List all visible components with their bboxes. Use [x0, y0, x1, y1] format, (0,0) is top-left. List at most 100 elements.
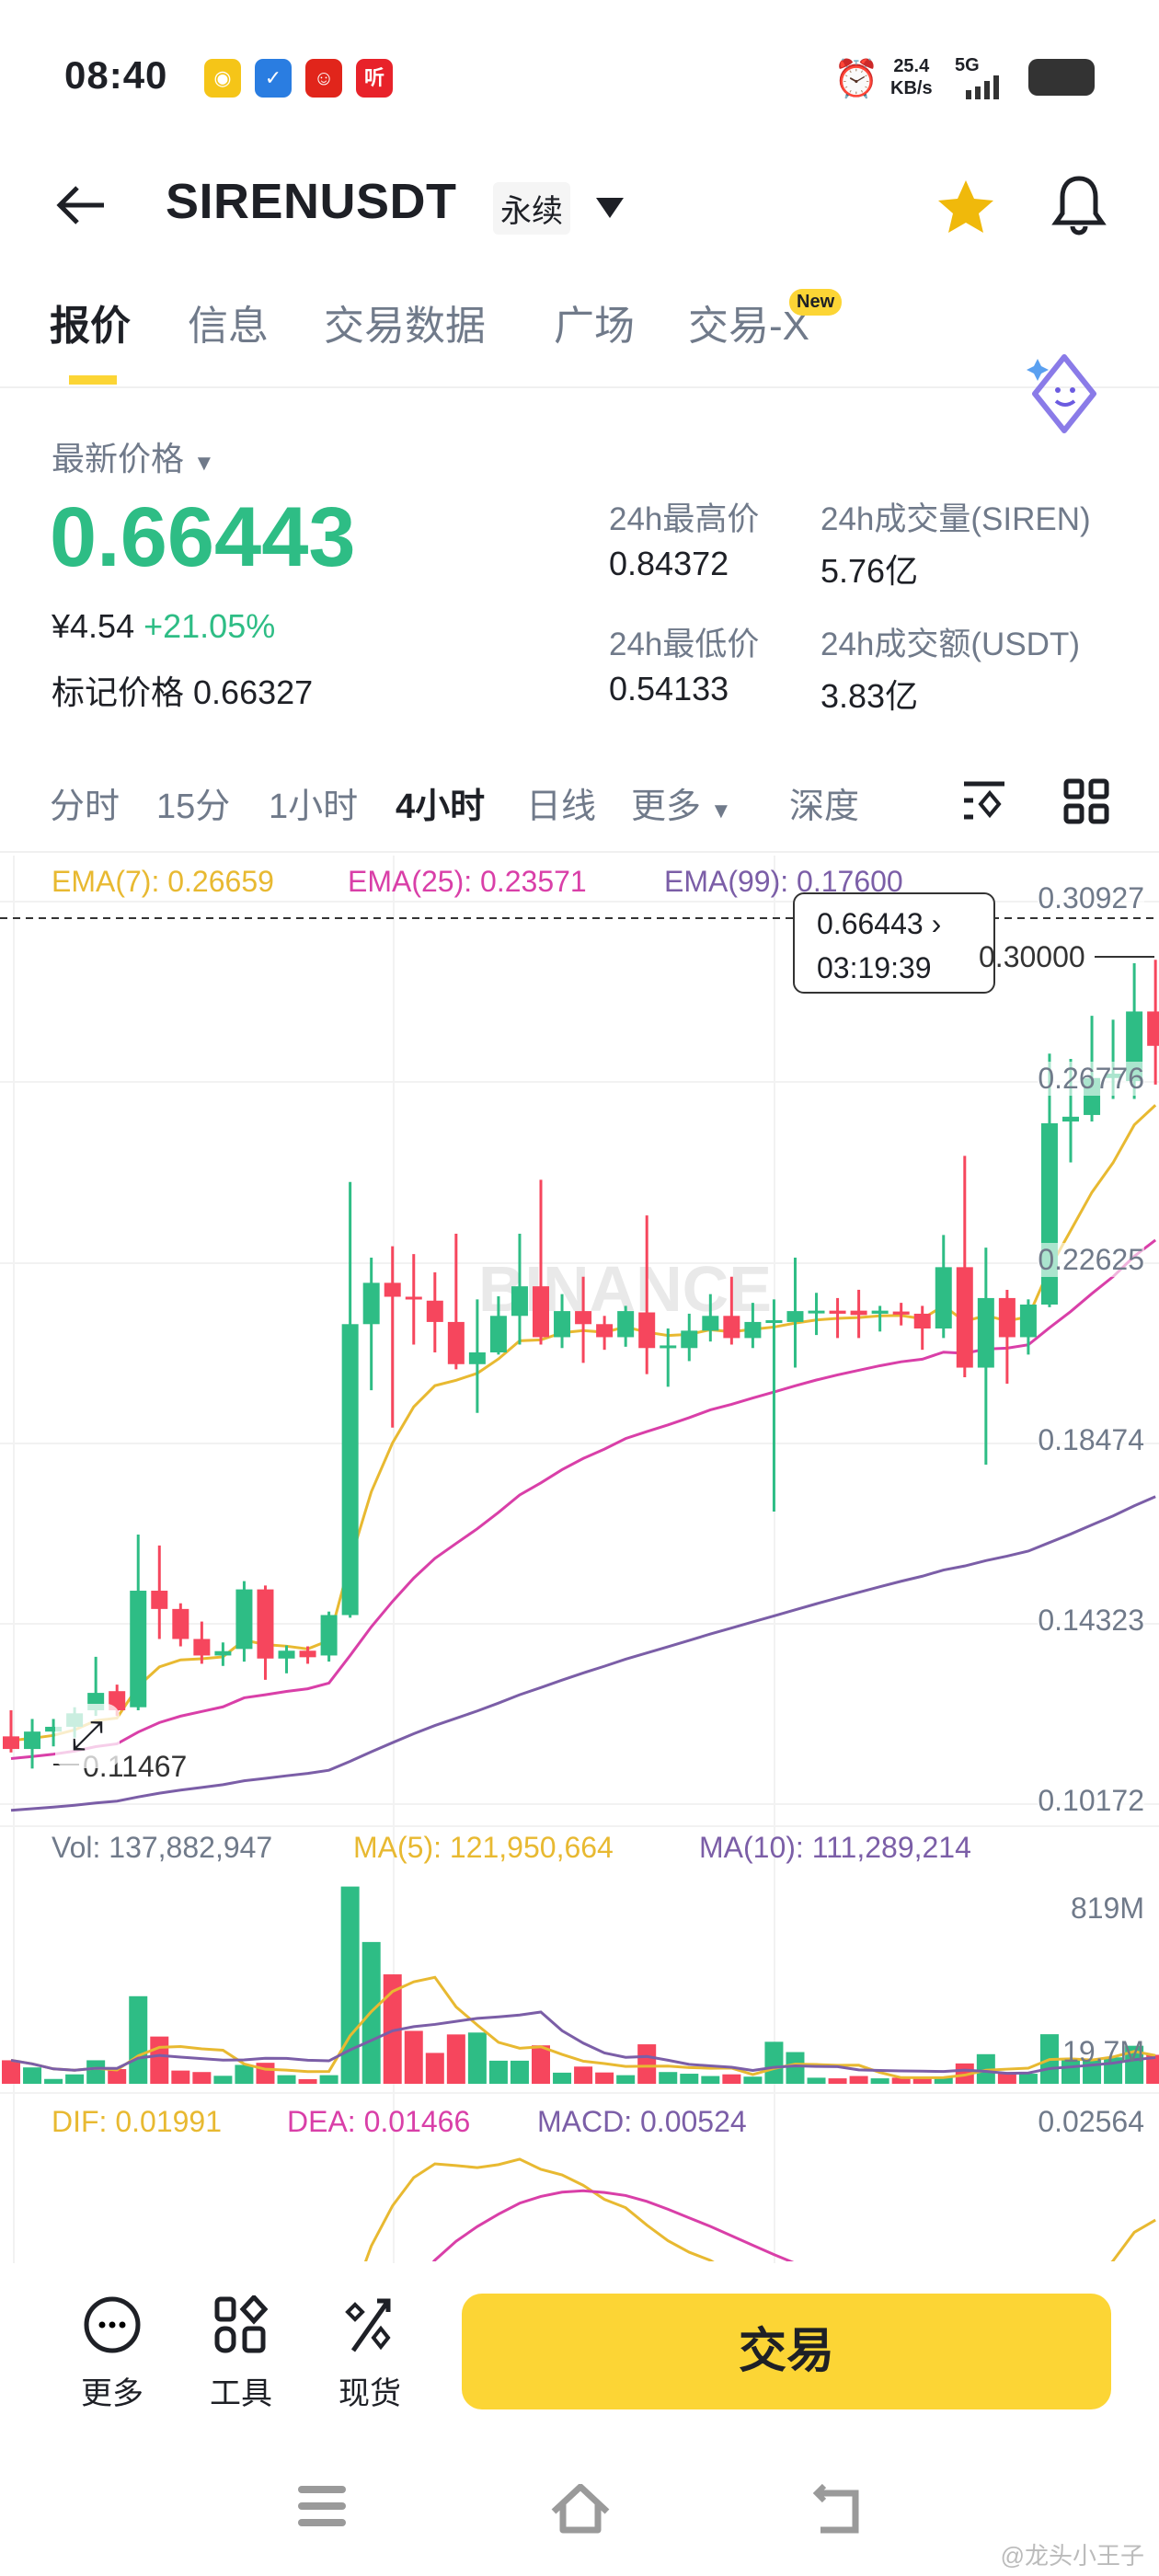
tab-0[interactable]: 报价 — [50, 304, 131, 349]
ema-legend-item: EMA(25): 0.23571 — [348, 865, 587, 898]
candle-body — [660, 1345, 677, 1349]
stat-label: 24h成交额(USDT) — [820, 627, 1080, 662]
price-axis-label: 0.10172 — [1038, 1784, 1144, 1818]
network-speed: 25.4 KB/s — [890, 55, 933, 99]
ai-assistant-icon[interactable] — [1023, 350, 1106, 437]
tooltip-price-value: 0.66443 — [817, 907, 924, 940]
volume-bar — [2, 2060, 20, 2084]
candle-body — [235, 1589, 253, 1650]
interval-label: 1小时 — [269, 788, 359, 826]
star-icon[interactable] — [936, 178, 995, 236]
watermark: @龙头小王子 — [1000, 2542, 1144, 2570]
volume-bar — [891, 2077, 911, 2084]
bottom-item-tools[interactable]: 工具 — [204, 2294, 278, 2413]
volume-bar — [171, 2070, 190, 2084]
menu-icon[interactable] — [296, 2484, 348, 2528]
candle-body — [426, 1300, 443, 1322]
price-axis-label: 0.30927 — [1038, 881, 1144, 915]
candle-body — [3, 1736, 19, 1750]
stat-label: 24h最低价 — [609, 627, 760, 662]
home-icon[interactable] — [548, 2484, 613, 2534]
volume-bar — [637, 2044, 657, 2084]
last-price-label[interactable]: 最新价格 ▼ — [52, 432, 215, 480]
candle-body — [130, 1591, 147, 1708]
candle-body — [554, 1311, 571, 1338]
stat-label: 24h最高价 — [609, 501, 760, 537]
alarm-icon: ⏰ — [833, 59, 879, 99]
volume-bar — [659, 2072, 678, 2084]
volume-legend-item: MA(5): 121,950,664 — [353, 1831, 614, 1864]
candle-body — [1040, 1122, 1058, 1305]
volume-axis-label: 819M — [1070, 1892, 1144, 1925]
volume-bar — [828, 2078, 847, 2084]
map-icon: ✓ — [255, 59, 292, 98]
bottom-item-label: 更多 — [81, 2376, 143, 2411]
interval-1[interactable]: 15分 — [156, 777, 230, 828]
volume-bar — [574, 2066, 593, 2084]
candle-body — [447, 1321, 465, 1364]
macd-legend-item: MACD: 0.00524 — [537, 2105, 747, 2138]
speed-value: 25.4 — [893, 56, 930, 76]
price-axis-label: 0.18474 — [1038, 1423, 1144, 1457]
bell-icon[interactable] — [1050, 173, 1107, 237]
price-axis-label: 0.22625 — [1038, 1243, 1144, 1277]
volume-bar — [764, 2041, 784, 2084]
last-price-label-text: 最新价格 — [52, 440, 185, 477]
interval-6[interactable]: 深度 — [789, 777, 859, 828]
trade-button[interactable]: 交易 — [462, 2294, 1111, 2409]
weibo-icon: ◉ — [204, 59, 241, 98]
back-arrow-icon[interactable] — [53, 182, 109, 228]
volume-bar — [235, 2064, 254, 2084]
stat-value: 0.54133 — [609, 670, 729, 707]
last-price: 0.66443 — [50, 490, 356, 584]
caret-down-icon: ▼ — [193, 451, 215, 476]
interval-5[interactable]: 更多 ▼ — [631, 777, 732, 828]
expand-chart-icon[interactable]: ⤢ — [55, 1704, 120, 1768]
price-axis-label: 0.14323 — [1038, 1604, 1144, 1638]
bottom-item-more[interactable]: 更多 — [75, 2295, 149, 2413]
kline-chart[interactable]: BINANCE — [0, 0, 1159, 2263]
candle-body — [193, 1639, 211, 1656]
interval-2[interactable]: 1小时 — [269, 777, 358, 828]
chart-divider — [0, 851, 1159, 853]
ema-line-99 — [10, 1495, 1156, 1812]
candle-body — [172, 1608, 189, 1639]
tab-3[interactable]: 广场 — [554, 304, 635, 349]
interval-3[interactable]: 4小时 — [396, 777, 485, 828]
interval-4[interactable]: 日线 — [526, 777, 596, 828]
layout-grid-icon[interactable] — [1063, 778, 1109, 824]
interval-label: 分时 — [50, 788, 120, 826]
chart-settings-icon[interactable] — [960, 778, 1008, 824]
symbol-dropdown-icon[interactable] — [594, 196, 625, 220]
cny-price-row: ¥4.54 +21.05% — [52, 607, 275, 646]
volume-bar — [616, 2075, 636, 2084]
status-time: 08:40 — [64, 53, 168, 97]
volume-bar — [743, 2076, 763, 2084]
interval-0[interactable]: 分时 — [50, 777, 120, 828]
tab-1[interactable]: 信息 — [188, 304, 269, 349]
candle-body — [892, 1311, 910, 1315]
tab-2[interactable]: 交易数据 — [324, 304, 486, 349]
back-nav-icon[interactable] — [809, 2484, 865, 2534]
candle-body — [977, 1297, 994, 1368]
volume-axis-label: 19.7M — [1062, 2035, 1144, 2068]
ema-line-7 — [10, 1104, 1157, 1742]
tab-4[interactable]: 交易-X — [688, 304, 809, 349]
jd-icon: ☺ — [305, 59, 342, 98]
volume-bar — [870, 2078, 889, 2084]
candle-body — [596, 1324, 614, 1338]
candle-body — [257, 1589, 274, 1659]
volume-legend-item: MA(10): 111,289,214 — [699, 1831, 971, 1864]
candle-body — [956, 1267, 973, 1368]
volume-bar — [256, 2063, 275, 2084]
symbol-title[interactable]: SIRENUSDT — [166, 174, 457, 229]
volume-bar — [722, 2074, 741, 2084]
bottom-item-spot[interactable]: 现货 — [333, 2295, 407, 2413]
volume-legend-item: Vol: 137,882,947 — [52, 1831, 273, 1864]
current-price-tooltip[interactable]: 0.66443 › 03:19:39 — [793, 892, 995, 994]
candle-body — [151, 1591, 168, 1609]
volume-bar — [108, 2069, 127, 2084]
candle-body — [341, 1324, 359, 1616]
candle-body — [45, 1726, 63, 1732]
volume-bar — [213, 2076, 233, 2084]
